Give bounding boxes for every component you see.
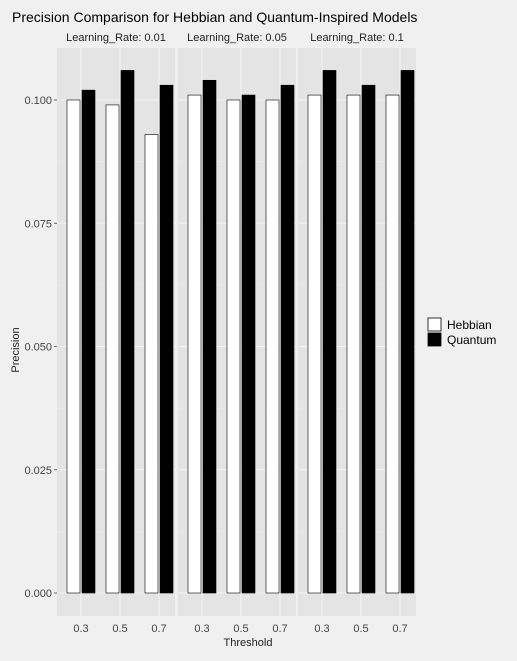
facet-label: Learning_Rate: 0.01 bbox=[66, 32, 166, 44]
y-axis-title: Precision bbox=[10, 327, 22, 372]
y-tick-label: 0.100 bbox=[24, 95, 52, 107]
bar-quantum bbox=[202, 79, 217, 594]
x-tick-label: 0.5 bbox=[233, 623, 248, 635]
x-tick-label: 0.5 bbox=[112, 623, 127, 635]
bar-quantum bbox=[322, 70, 337, 594]
bar-quantum bbox=[241, 94, 256, 594]
bar-hebbian bbox=[144, 134, 159, 594]
chart-title: Precision Comparison for Hebbian and Qua… bbox=[12, 9, 417, 25]
x-tick-label: 0.5 bbox=[353, 623, 368, 635]
y-axis: 0.000 0.025 0.050 0.075 0.100 bbox=[24, 95, 57, 600]
x-tick-label: 0.7 bbox=[151, 623, 166, 635]
legend-label: Hebbian bbox=[447, 318, 492, 332]
facet-panel: Learning_Rate: 0.1 0.3 0.5 0.7 bbox=[298, 32, 416, 635]
x-tick-label: 0.3 bbox=[73, 623, 88, 635]
legend-label: Quantum bbox=[447, 333, 496, 347]
facet-label: Learning_Rate: 0.05 bbox=[187, 32, 287, 44]
y-tick-label: 0.025 bbox=[24, 465, 52, 477]
bar-quantum bbox=[361, 84, 376, 594]
facet-label: Learning_Rate: 0.1 bbox=[310, 32, 404, 44]
x-tick-label: 0.3 bbox=[194, 623, 209, 635]
bar-quantum bbox=[120, 70, 135, 594]
x-axis-title: Threshold bbox=[224, 637, 273, 649]
bar-quantum bbox=[400, 70, 415, 594]
bar-quantum bbox=[81, 89, 96, 594]
bar-hebbian bbox=[385, 94, 400, 594]
legend-key-hebbian bbox=[427, 317, 442, 332]
bar-hebbian bbox=[346, 94, 361, 594]
facet-panel: Learning_Rate: 0.01 0.3 0.5 0.7 bbox=[57, 32, 175, 635]
facet-panels: Learning_Rate: 0.010.3 0.5 0.7Learning_Rat… bbox=[57, 32, 416, 635]
bar-hebbian bbox=[105, 104, 120, 594]
bar-hebbian bbox=[307, 94, 322, 594]
bar-hebbian bbox=[187, 94, 202, 594]
y-tick-label: 0.075 bbox=[24, 218, 52, 230]
bar-hebbian bbox=[226, 99, 241, 594]
y-tick-label: 0.050 bbox=[24, 342, 52, 354]
bar-hebbian bbox=[66, 99, 81, 594]
x-tick-label: 0.7 bbox=[392, 623, 407, 635]
facet-panel: Learning_Rate: 0.05 0.3 0.5 0.7 bbox=[178, 32, 296, 635]
bar-quantum bbox=[280, 84, 295, 594]
x-tick-label: 0.3 bbox=[314, 623, 329, 635]
bar-quantum bbox=[159, 84, 174, 594]
y-tick-label: 0.000 bbox=[24, 588, 52, 600]
bar-hebbian bbox=[265, 99, 280, 594]
legend-key-quantum bbox=[427, 332, 442, 347]
x-tick-label: 0.7 bbox=[272, 623, 287, 635]
